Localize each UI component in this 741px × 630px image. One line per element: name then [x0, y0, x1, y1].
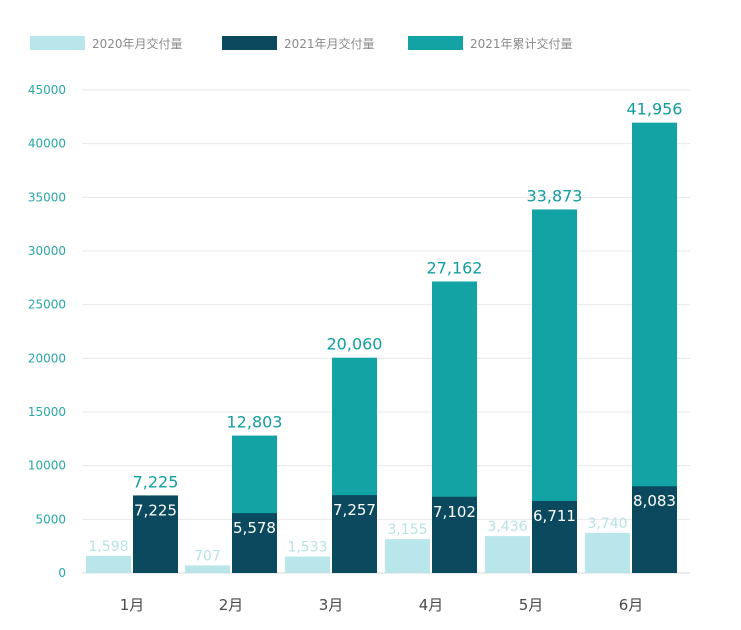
- bar-2020-5: [585, 532, 630, 573]
- bar-2021-5: [632, 486, 677, 573]
- bar-2021-4: [532, 500, 577, 573]
- bar-2020-2: [285, 556, 330, 573]
- y-tick-label-2: 10000: [28, 459, 66, 473]
- bar-2020-3: [385, 539, 430, 573]
- legend-label-2: 2021年累计交付量: [470, 36, 573, 51]
- label-2020-4: 3,436: [487, 519, 527, 535]
- x-tick-label-0: 1月: [120, 596, 145, 614]
- bar-2021-0: [133, 495, 178, 573]
- bar-2020-1: [185, 565, 230, 573]
- label-cumulative-4: 33,873: [527, 186, 583, 205]
- data-labels: 1,598 7,225 7,225 707 5,578 12,803 1,533 7,257 2…: [88, 100, 682, 565]
- label-cumulative-2: 20,060: [327, 335, 383, 354]
- label-2020-5: 3,740: [587, 516, 627, 532]
- bars-group: [86, 122, 677, 573]
- y-tick-label-8: 40000: [28, 137, 66, 151]
- label-2021-4: 6,711: [533, 507, 576, 525]
- label-cumulative-1: 12,803: [227, 413, 283, 432]
- legend-swatch-1: [222, 36, 277, 50]
- y-tick-label-3: 15000: [28, 405, 66, 419]
- x-tick-label-3: 4月: [419, 596, 444, 614]
- y-tick-label-5: 25000: [28, 298, 66, 312]
- label-cumulative-5: 41,956: [627, 100, 683, 119]
- legend-swatch-2: [408, 36, 463, 50]
- bar-2020-0: [86, 555, 131, 573]
- label-cumulative-3: 27,162: [427, 258, 483, 277]
- x-tick-label-4: 5月: [519, 596, 544, 614]
- x-axis: 1月 2月 3月 4月 5月 6月: [120, 596, 644, 614]
- bar-2020-4: [485, 536, 530, 573]
- legend-label-0: 2020年月交付量: [92, 36, 183, 51]
- label-2021-0: 7,225: [134, 501, 177, 519]
- label-cumulative-0: 7,225: [133, 472, 179, 491]
- y-tick-label-4: 20000: [28, 351, 66, 365]
- label-2021-1: 5,578: [233, 519, 276, 537]
- label-2020-3: 3,155: [387, 522, 427, 538]
- bar-2021-1: [232, 513, 277, 573]
- y-tick-label-0: 0: [58, 566, 66, 580]
- chart-gridlines: [82, 89, 690, 574]
- bar-2021-2: [332, 495, 377, 573]
- chart-legend: 2020年月交付量 2021年月交付量 2021年累计交付量: [30, 36, 573, 51]
- label-2021-5: 8,083: [633, 492, 676, 510]
- y-tick-label-9: 45000: [28, 83, 66, 97]
- bar-2021-3: [432, 496, 477, 573]
- label-2021-2: 7,257: [333, 501, 376, 519]
- x-tick-label-5: 6月: [619, 596, 644, 614]
- label-2020-2: 1,533: [287, 540, 327, 556]
- label-2021-3: 7,102: [433, 503, 476, 521]
- x-tick-label-2: 3月: [319, 596, 344, 614]
- label-2020-1: 707: [194, 548, 221, 564]
- x-tick-label-1: 2月: [219, 596, 244, 614]
- legend-swatch-0: [30, 36, 85, 50]
- label-2020-0: 1,598: [88, 539, 128, 555]
- y-tick-label-6: 30000: [28, 244, 66, 258]
- legend-label-1: 2021年月交付量: [284, 36, 375, 51]
- y-tick-label-1: 5000: [35, 512, 66, 526]
- y-tick-label-7: 35000: [28, 190, 66, 204]
- y-axis: 0 5000 10000 15000 20000 25000 30000 35000 40000…: [28, 83, 66, 580]
